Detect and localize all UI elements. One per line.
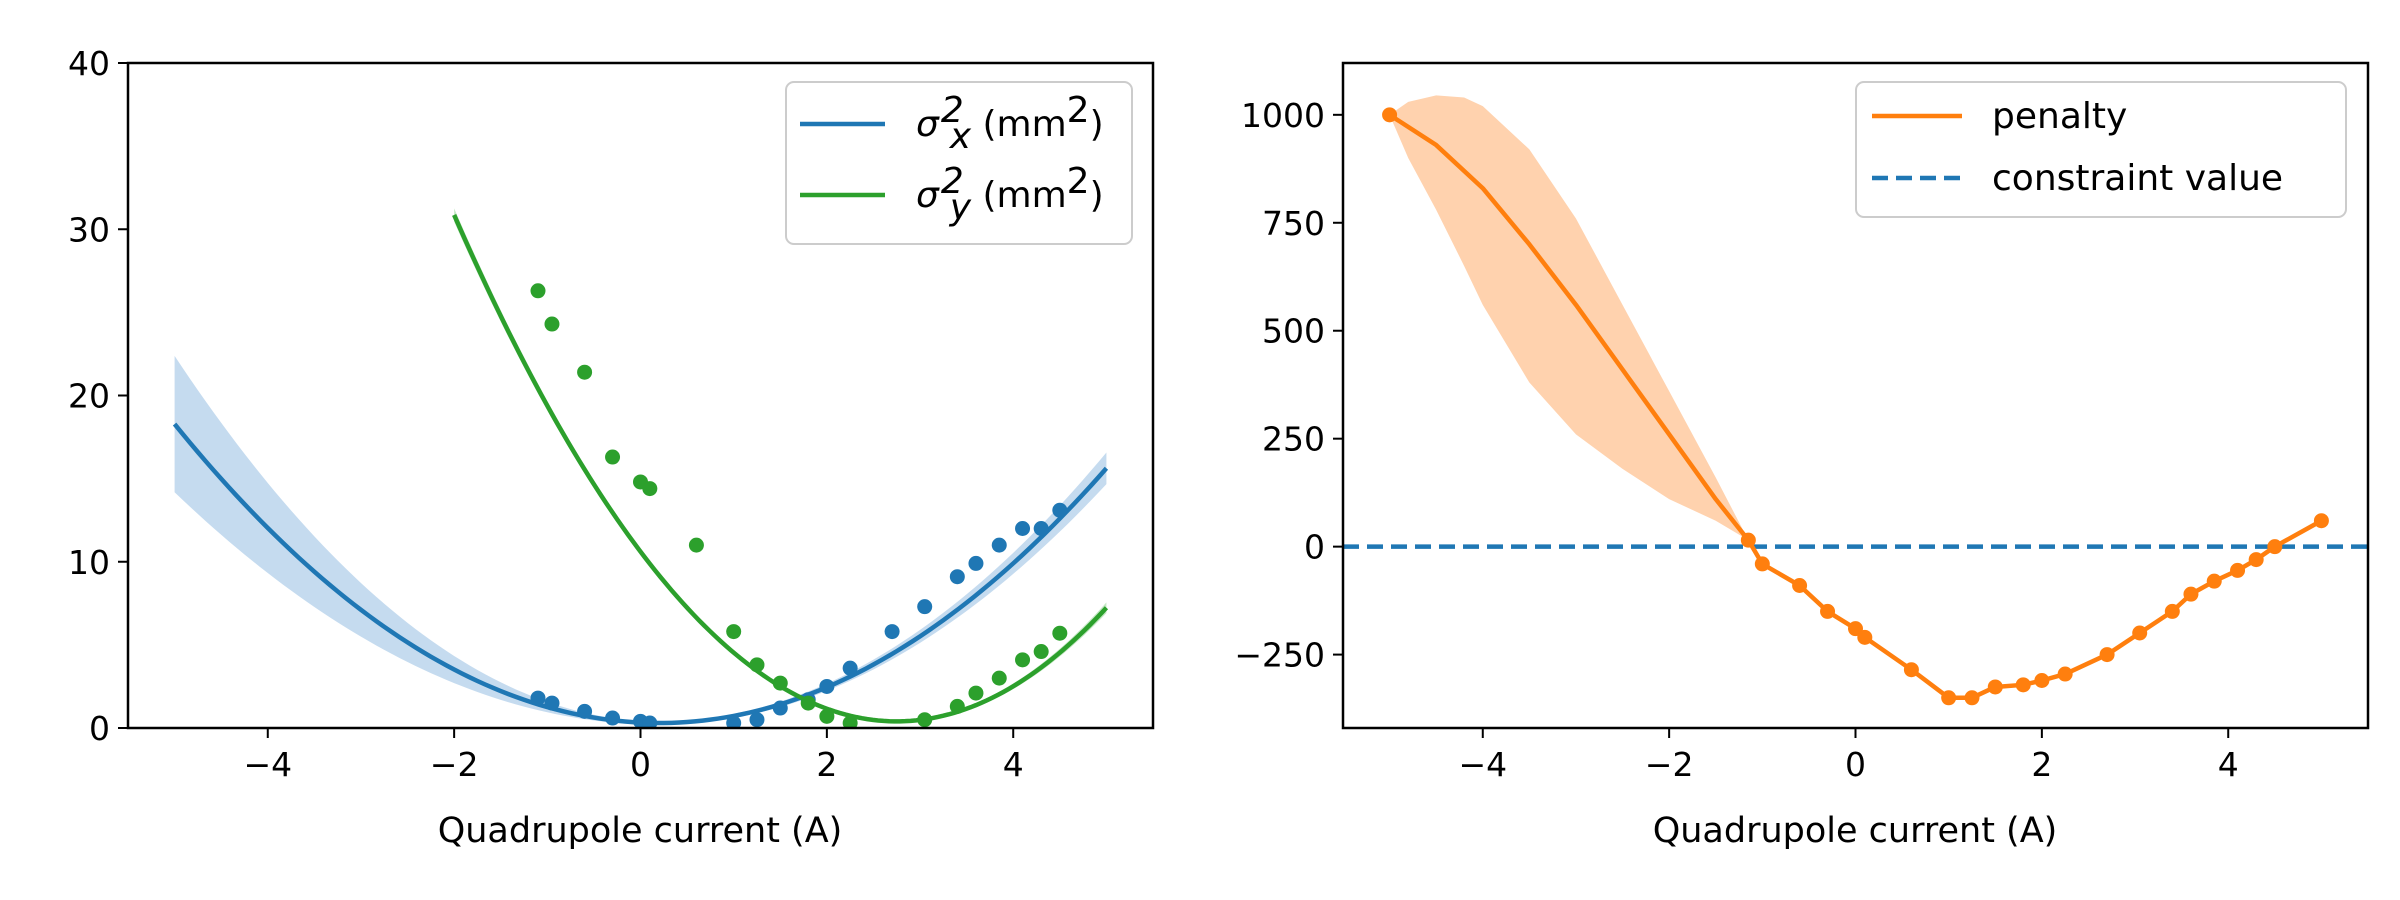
sigma_x_squared-confidence-band xyxy=(174,355,1107,725)
left-ytick-label: 30 xyxy=(68,210,110,249)
sigma_y_squared-data-point xyxy=(772,675,788,691)
right-ytick-label: 0 xyxy=(1304,528,1325,567)
left-xlabel: Quadrupole current (A) xyxy=(438,811,843,851)
sigma_x_squared-data-point xyxy=(726,715,742,728)
penalty-data-point xyxy=(2313,513,2329,529)
left-xtick-label: −4 xyxy=(243,745,292,784)
left-ytick-label: 40 xyxy=(68,44,110,83)
penalty-data-point xyxy=(2183,586,2199,602)
sigma_y_squared-data-point xyxy=(1052,625,1068,641)
right-ytick-label: 250 xyxy=(1262,420,1325,459)
sigma_x_squared-data-point xyxy=(884,624,900,640)
right-xtick-label: 4 xyxy=(2218,745,2239,784)
penalty-data-point xyxy=(1987,679,2003,695)
sigma_x_squared-data-point xyxy=(991,537,1007,553)
left-ytick-label: 0 xyxy=(89,709,110,748)
sigma_x_squared-data-point xyxy=(968,555,984,571)
sigma_y_squared-data-point xyxy=(949,698,965,714)
sigma_x_squared-data-point xyxy=(842,660,858,676)
sigma_x_squared-data-point xyxy=(577,703,593,719)
left-xtick-label: 4 xyxy=(1003,745,1024,784)
sigma_x_squared-data-point xyxy=(772,700,788,716)
penalty-uncertainty-band xyxy=(1389,95,1749,541)
right-xtick-label: −4 xyxy=(1458,745,1507,784)
sigma_y_squared-data-point xyxy=(968,685,984,701)
left-xtick-label: −2 xyxy=(430,745,479,784)
right-xlabel: Quadrupole current (A) xyxy=(1653,811,2058,851)
left-ytick-label: 10 xyxy=(68,543,110,582)
sigma_y_squared-data-point xyxy=(842,715,858,728)
sigma_x_squared-data-point xyxy=(917,599,933,615)
penalty-data-point xyxy=(1740,532,1756,548)
sigma_y_squared-data-point xyxy=(1015,652,1031,668)
penalty-data-point xyxy=(1754,556,1770,572)
sigma_y_squared-data-point xyxy=(688,537,704,553)
sigma_y_squared-data-point xyxy=(530,283,546,299)
penalty-data-point xyxy=(1903,662,1919,678)
right-xtick-label: 2 xyxy=(2031,745,2052,784)
legend-label-sigma-x: σ2 x (mm2) xyxy=(916,90,1104,157)
sigma_x_squared-data-point xyxy=(949,569,965,585)
right-ytick-label: 750 xyxy=(1262,204,1325,243)
sigma_x_squared-data-point xyxy=(530,690,546,706)
left-legend: σ2 x (mm2) σ2 y (mm2) xyxy=(785,81,1133,245)
penalty-data-point xyxy=(1382,107,1398,123)
sigma_y_squared-data-point xyxy=(749,657,765,673)
sigma_x_squared-data-point xyxy=(749,712,765,728)
penalty-data-point xyxy=(1820,603,1836,619)
penalty-data-point xyxy=(2015,677,2031,693)
sigma_y_squared-data-point xyxy=(819,708,835,724)
penalty-data-point xyxy=(1792,578,1808,593)
sigma_y_squared-data-point xyxy=(642,481,658,497)
right-ytick-label: 500 xyxy=(1262,312,1325,351)
right-plot-area xyxy=(1343,95,2368,706)
legend-label-sigma-y: σ2 y (mm2) xyxy=(916,161,1104,228)
right-ytick-label: −250 xyxy=(1234,636,1325,675)
right-legend-box xyxy=(1855,81,2347,218)
right-ticks: −4 −2 0 2 4 −250 0 250 500 750 1000 xyxy=(1234,96,2238,784)
penalty-data-point xyxy=(2248,552,2264,568)
left-xtick-label: 0 xyxy=(630,745,651,784)
penalty-data-point xyxy=(2132,625,2148,641)
left-xtick-label: 2 xyxy=(816,745,837,784)
penalty-data-point xyxy=(2206,573,2222,589)
sigma_x_squared-data-point xyxy=(1015,521,1031,536)
sigma_x_squared-data-point xyxy=(605,710,621,726)
penalty-data-point xyxy=(1941,690,1957,706)
right-xtick-label: −2 xyxy=(1645,745,1694,784)
left-ytick-label: 20 xyxy=(68,377,110,416)
sigma_y_squared-data-point xyxy=(800,695,816,711)
sigma_x_squared-data-point xyxy=(642,715,658,728)
right-legend: penalty constraint value xyxy=(1855,81,2347,218)
penalty-data-point xyxy=(2164,603,2180,619)
sigma_x_squared-data-point xyxy=(819,678,835,694)
sigma_y_squared-data-point xyxy=(726,624,742,640)
penalty-data-point xyxy=(1964,690,1980,706)
penalty-data-point xyxy=(2099,647,2115,663)
penalty-data-point xyxy=(2230,562,2246,578)
legend-label-penalty: penalty xyxy=(1992,96,2127,137)
right-ytick-label: 1000 xyxy=(1241,96,1325,135)
penalty-data-point xyxy=(2057,666,2073,682)
sigma_x_squared-data-point xyxy=(1033,521,1049,536)
sigma_x_squared-data-point xyxy=(1052,502,1068,518)
legend-label-constraint: constraint value xyxy=(1992,158,2283,199)
penalty-data-point xyxy=(1857,629,1873,645)
sigma_x_squared-data-point xyxy=(544,695,560,711)
sigma_y_squared-data-point xyxy=(917,712,933,728)
sigma_y_squared-data-point xyxy=(544,316,560,332)
right-panel: −4 −2 0 2 4 −250 0 250 500 750 1000 Quadrupole cur… xyxy=(1234,61,2370,851)
right-xtick-label: 0 xyxy=(1845,745,1866,784)
sigma_y_squared-data-point xyxy=(1033,644,1049,660)
penalty-data-point xyxy=(2267,539,2283,555)
penalty-data-point xyxy=(2034,673,2050,688)
sigma_y_squared-data-point xyxy=(605,449,621,465)
sigma_y_squared-data-point xyxy=(991,670,1007,686)
sigma_y_squared-data-point xyxy=(577,364,593,380)
left-plot-area xyxy=(172,208,1109,728)
